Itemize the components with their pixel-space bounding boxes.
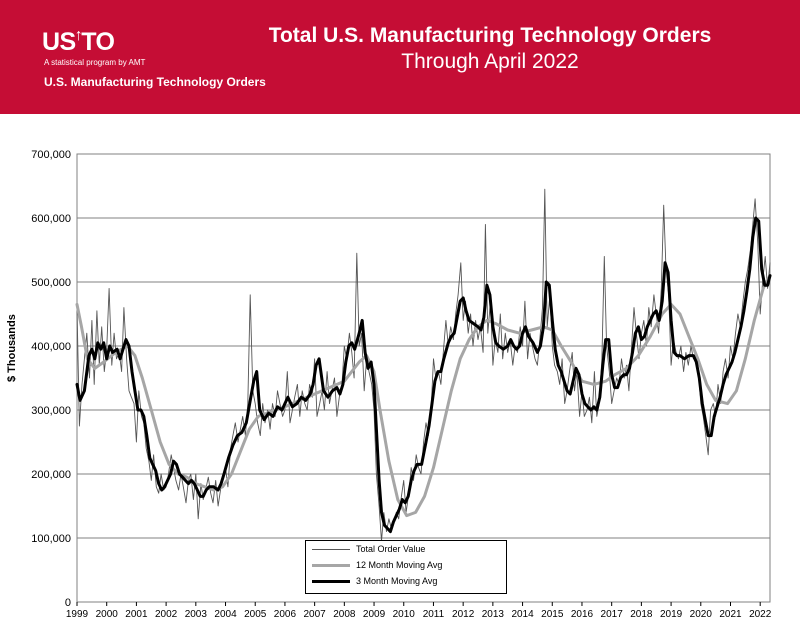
x-tick-label: 2010	[393, 609, 416, 620]
y-tick-label: 400,000	[31, 341, 71, 353]
x-tick-label: 2009	[363, 609, 386, 620]
series-line-2	[75, 216, 772, 534]
chart-legend: Total Order Value 12 Month Moving Avg 3 …	[305, 540, 507, 594]
x-tick-label: 2020	[690, 609, 713, 620]
legend-swatch-12m	[312, 564, 350, 568]
x-tick-label: 2022	[749, 609, 772, 620]
x-tick-label: 2019	[660, 609, 683, 620]
legend-item-total: Total Order Value	[312, 544, 425, 558]
x-tick-label: 2005	[244, 609, 267, 620]
legend-label-12m: 12 Month Moving Avg	[356, 560, 443, 570]
logo-tagline: A statistical program by AMT	[44, 58, 146, 67]
series-lines	[75, 188, 772, 542]
gridlines	[77, 153, 770, 603]
x-tick-label: 2016	[571, 609, 594, 620]
x-tick-label: 2012	[452, 609, 475, 620]
legend-item-3m: 3 Month Moving Avg	[312, 576, 437, 590]
y-tick-label: 500,000	[31, 277, 71, 289]
x-tick-label: 1999	[66, 609, 89, 620]
x-tick-label: 2003	[185, 609, 208, 620]
x-tick-label: 2011	[423, 609, 445, 620]
legend-item-12m: 12 Month Moving Avg	[312, 560, 442, 574]
chart-subtitle: Through April 2022	[401, 50, 579, 73]
x-tick-label: 2001	[125, 609, 148, 620]
x-tick-label: 2004	[214, 609, 237, 620]
legend-swatch-3m	[312, 580, 350, 584]
y-tick-label: 200,000	[31, 469, 71, 481]
x-tick-label: 2007	[304, 609, 327, 620]
x-tick-label: 2013	[482, 609, 505, 620]
series-line-0	[76, 188, 771, 542]
x-tick-label: 2002	[155, 609, 178, 620]
x-tick-label: 2018	[630, 609, 653, 620]
y-tick-label: 0	[65, 597, 71, 609]
plot-frame	[76, 153, 771, 603]
chart-title: Total U.S. Manufacturing Technology Orde…	[268, 24, 712, 47]
legend-label-total: Total Order Value	[356, 544, 426, 554]
usmto-logo: US↑TO	[42, 27, 115, 56]
x-tick-label: 2014	[511, 609, 534, 620]
legend-swatch-total	[312, 549, 350, 551]
x-tick-label: 2015	[541, 609, 564, 620]
x-tick-label: 2006	[274, 609, 297, 620]
y-tick-label: 300,000	[31, 405, 71, 417]
x-tick-label: 2021	[719, 609, 742, 620]
x-tick-label: 2000	[96, 609, 119, 620]
axes: 0 100,000 200,000 300,000 400,000 500,000 600,…	[31, 149, 772, 620]
header-banner	[0, 0, 800, 114]
legend-label-3m: 3 Month Moving Avg	[356, 576, 438, 586]
arrow-up-icon: ↑	[74, 27, 83, 44]
series-line-1	[75, 274, 772, 518]
y-axis-label: $ Thousands	[6, 314, 18, 382]
x-tick-label: 2008	[333, 609, 356, 620]
y-tick-label: 700,000	[31, 149, 71, 161]
brand-subtitle: U.S. Manufacturing Technology Orders	[44, 75, 266, 89]
y-tick-label: 600,000	[31, 213, 71, 225]
y-tick-label: 100,000	[31, 533, 71, 545]
x-tick-label: 2017	[601, 609, 624, 620]
